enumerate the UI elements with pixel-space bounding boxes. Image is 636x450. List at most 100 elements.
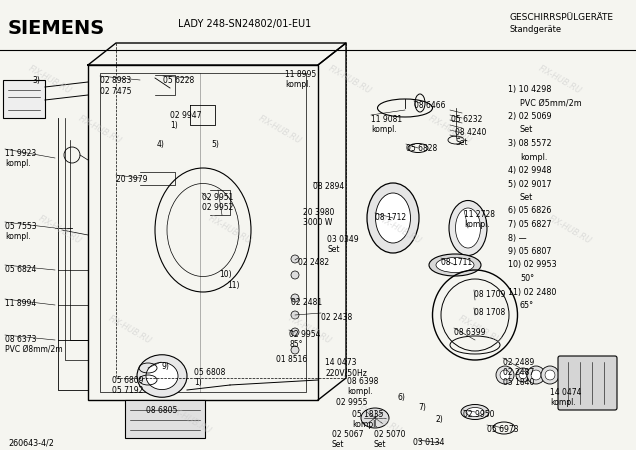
Text: 05 6232: 05 6232 [451,115,482,124]
Text: 3000 W: 3000 W [303,218,333,227]
Text: 02 2481: 02 2481 [291,298,322,307]
Bar [125,400,205,438]
Text: kompl.: kompl. [352,420,378,429]
Text: 05 6828: 05 6828 [406,144,438,153]
Text: 08 6398: 08 6398 [347,377,378,386]
Text: 9) 05 6807: 9) 05 6807 [508,247,551,256]
Text: 01 8516: 01 8516 [276,355,307,364]
Text: kompl.: kompl. [347,387,373,396]
Text: kompl.: kompl. [371,125,397,134]
Ellipse shape [436,257,474,273]
Ellipse shape [146,362,178,390]
Text: 05 6228: 05 6228 [163,76,194,85]
Text: 05 6808: 05 6808 [194,368,225,377]
Text: 02 5070: 02 5070 [374,430,406,439]
Text: 1) 10 4298: 1) 10 4298 [508,85,551,94]
Text: FIX-HUB.RU: FIX-HUB.RU [357,404,403,436]
Text: 03 0134: 03 0134 [413,438,445,447]
Text: 11): 11) [227,281,240,290]
Text: 5): 5) [211,140,219,149]
Text: 08 1709: 08 1709 [474,290,506,299]
Circle shape [545,370,555,380]
Text: 10) 02 9953: 10) 02 9953 [508,261,556,270]
FancyBboxPatch shape [558,356,617,410]
Text: 08 1712: 08 1712 [375,213,406,222]
Text: 4) 02 9948: 4) 02 9948 [508,166,551,175]
Text: 02 9952: 02 9952 [202,203,233,212]
Text: GESCHIRRSPÜLGERÄTE: GESCHIRRSPÜLGERÄTE [510,14,614,22]
Text: FIX-HUB.RU: FIX-HUB.RU [537,64,583,96]
Text: 9): 9) [161,362,169,371]
Text: FIX-HUB.RU: FIX-HUB.RU [77,114,123,146]
Text: kompl.: kompl. [520,153,548,162]
Text: Set: Set [332,440,345,449]
Text: 02 8983: 02 8983 [100,76,131,85]
Text: FIX-HUB.RU: FIX-HUB.RU [257,114,303,146]
Text: 03 0349: 03 0349 [327,235,359,244]
Circle shape [291,271,299,279]
Text: 6) 05 6826: 6) 05 6826 [508,207,551,216]
Text: 02 2489: 02 2489 [503,358,534,367]
Ellipse shape [461,405,489,419]
Text: 02 5067: 02 5067 [332,430,364,439]
Text: FIX-HUB.RU: FIX-HUB.RU [287,314,333,346]
Text: 05 1835: 05 1835 [352,410,384,419]
Text: 02 2438: 02 2438 [321,313,352,322]
Text: 11 8994: 11 8994 [5,299,36,308]
Circle shape [291,328,299,336]
Text: 85°: 85° [289,340,303,349]
Circle shape [291,311,299,319]
Ellipse shape [466,408,484,417]
Text: 11 9923: 11 9923 [5,149,36,158]
Text: 260643-4/2: 260643-4/2 [8,438,54,447]
Text: SIEMENS: SIEMENS [8,18,105,37]
Text: 08 1711: 08 1711 [441,258,472,267]
Text: Set: Set [327,245,340,254]
Text: 3) 08 5572: 3) 08 5572 [508,139,551,148]
Text: PVC Ø5mm/2m: PVC Ø5mm/2m [520,99,582,108]
Text: 08 4240: 08 4240 [455,128,487,137]
Text: FIX-HUB.RU: FIX-HUB.RU [377,214,423,246]
Text: 2): 2) [435,415,443,424]
Text: FIX-HUB.RU: FIX-HUB.RU [457,314,503,346]
Text: 08 6466: 08 6466 [414,101,445,110]
Text: 05 7553: 05 7553 [5,222,37,231]
Text: 4): 4) [157,140,165,149]
Ellipse shape [367,183,419,253]
Ellipse shape [429,254,481,276]
Text: 02 9954: 02 9954 [289,330,321,339]
Text: kompl.: kompl. [5,232,31,241]
Text: 05 6809: 05 6809 [112,376,144,385]
Text: PVC Ø8mm/2m: PVC Ø8mm/2m [5,345,62,354]
Text: FIX-HUB.RU: FIX-HUB.RU [167,404,213,436]
Text: FIX-HUB.RU: FIX-HUB.RU [207,214,253,246]
Text: 5) 02 9017: 5) 02 9017 [508,180,551,189]
Text: 10): 10) [219,270,232,279]
Text: 02 2487: 02 2487 [503,368,534,377]
Text: 08 6399: 08 6399 [454,328,485,337]
Text: Set: Set [520,193,533,202]
Text: 11) 02 2480: 11) 02 2480 [508,288,556,297]
Text: Standgeräte: Standgeräte [510,26,562,35]
Text: 08 6373: 08 6373 [5,335,36,344]
Text: 08 2894: 08 2894 [313,182,344,191]
Text: FIX-HUB.RU: FIX-HUB.RU [107,314,153,346]
Circle shape [496,366,514,384]
Text: 08 1708: 08 1708 [474,308,505,317]
Text: 1): 1) [194,378,202,387]
Ellipse shape [375,193,410,243]
Text: Set: Set [520,126,533,135]
Text: kompl.: kompl. [5,159,31,168]
Text: Set: Set [374,440,387,449]
Text: 220V/50Hz: 220V/50Hz [325,368,367,377]
Text: 65°: 65° [520,301,534,310]
Circle shape [291,255,299,263]
Text: FIX-HUB.RU: FIX-HUB.RU [37,214,83,246]
Text: FIX-HUB.RU: FIX-HUB.RU [427,114,473,146]
Text: 02 2482: 02 2482 [298,258,329,267]
Text: 1): 1) [170,121,177,130]
Ellipse shape [455,208,481,248]
Text: 6): 6) [398,393,406,402]
Text: 05 6973: 05 6973 [487,425,518,434]
Text: 02 9951: 02 9951 [202,193,233,202]
